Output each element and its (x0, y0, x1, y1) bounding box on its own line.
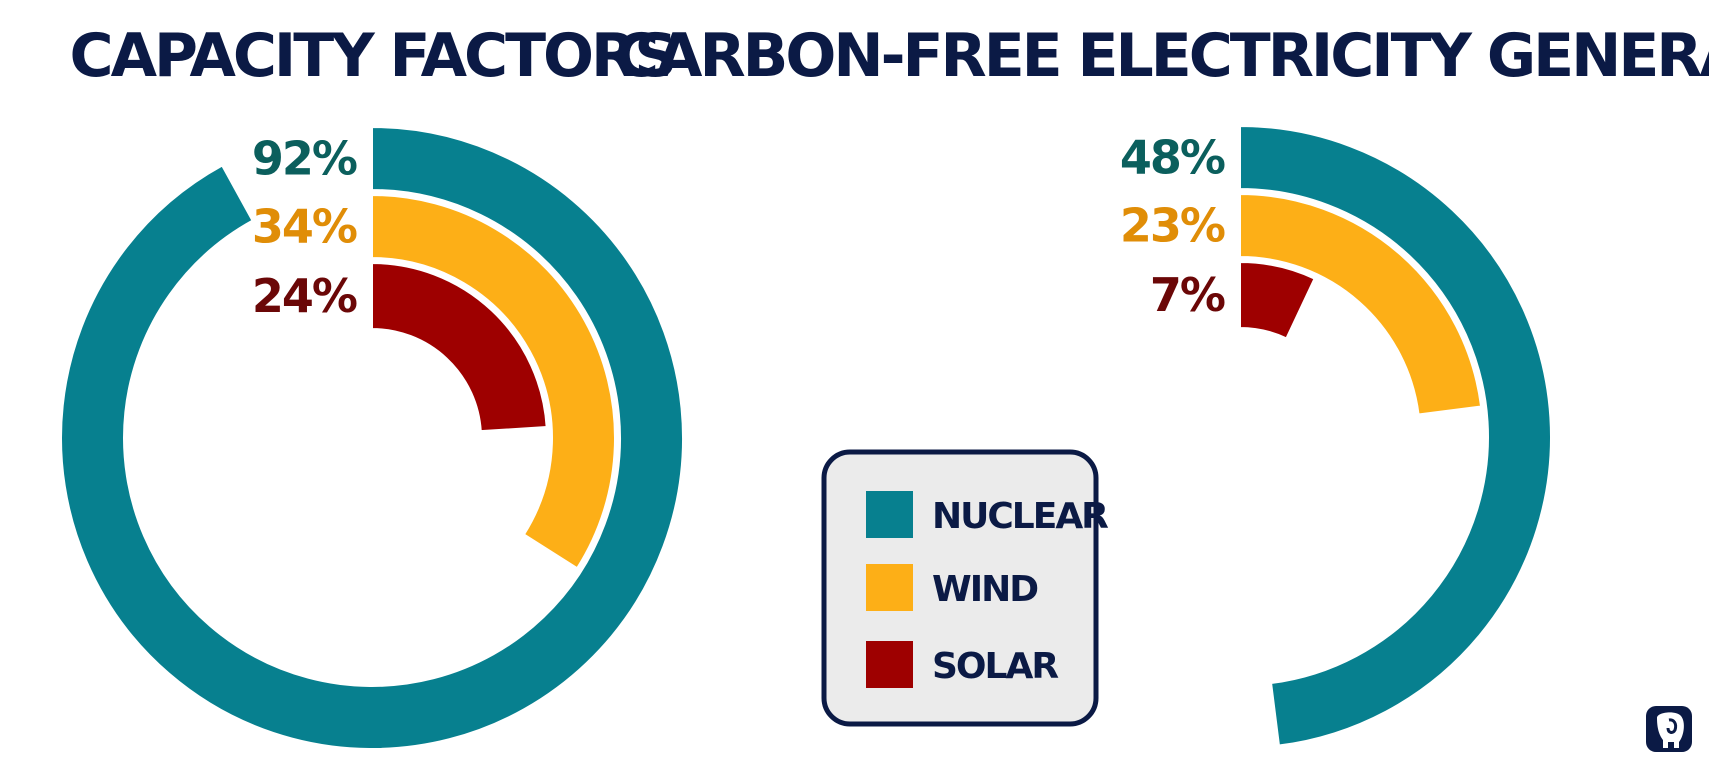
legend-swatch-wind (866, 564, 913, 611)
wind-value-label: 23% (1120, 199, 1225, 253)
solar-arc (1239, 260, 1316, 340)
chart-title-capacity-factors: CAPACITY FACTORS (70, 21, 675, 91)
nuclear-arc (60, 125, 684, 750)
chart-title-carbon-free-electricity: CARBON-FREE ELECTRICITY GENERATED (615, 21, 1709, 91)
legend: NUCLEAR WIND SOLAR (821, 449, 1110, 727)
capacity-factors-chart: CAPACITY FACTORS 92% 34% 24% (60, 21, 684, 750)
nuclear-value-label: 48% (1120, 131, 1225, 185)
carbon-free-electricity-chart: CARBON-FREE ELECTRICITY GENERATED 48% 23… (615, 21, 1709, 747)
legend-label-wind: WIND (932, 569, 1037, 610)
solar-value-label: 7% (1150, 268, 1225, 322)
wind-arc (371, 193, 616, 570)
solar-arc (371, 261, 548, 433)
legend-swatch-nuclear (866, 491, 913, 538)
wind-arc (1239, 192, 1483, 416)
solar-value-label: 24% (252, 269, 357, 323)
nuclear-value-label: 92% (252, 132, 357, 186)
nuclear-arc (1239, 124, 1552, 747)
legend-swatch-solar (866, 641, 913, 688)
legend-label-solar: SOLAR (932, 646, 1058, 687)
elephant-icon (1646, 706, 1692, 752)
legend-label-nuclear: NUCLEAR (932, 496, 1108, 537)
wind-value-label: 34% (252, 200, 357, 254)
